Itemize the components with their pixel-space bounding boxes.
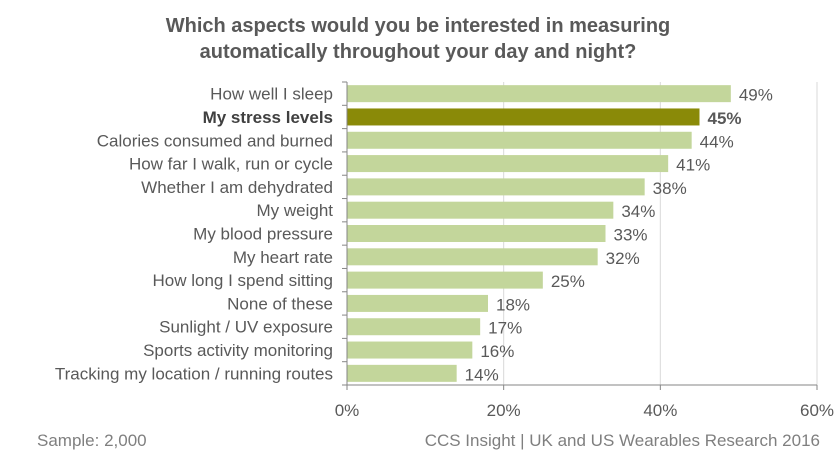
data-label: 34% <box>621 202 655 221</box>
data-label: 44% <box>700 132 734 151</box>
data-label: 17% <box>488 319 522 338</box>
sample-note: Sample: 2,000 <box>37 431 147 450</box>
category-label: Sunlight / UV exposure <box>159 318 333 337</box>
bar <box>347 341 473 359</box>
category-label: How far I walk, run or cycle <box>129 155 333 174</box>
bar <box>347 248 598 266</box>
category-label: Whether I am dehydrated <box>141 178 333 197</box>
category-label: My heart rate <box>233 248 333 267</box>
bar <box>347 178 645 196</box>
category-label: Sports activity monitoring <box>143 341 333 360</box>
bar <box>347 294 488 312</box>
bar <box>347 85 731 103</box>
data-label: 49% <box>739 86 773 105</box>
bar <box>347 131 692 149</box>
x-tick-label: 0% <box>335 401 360 420</box>
data-label: 18% <box>496 295 530 314</box>
category-label: My blood pressure <box>193 225 333 244</box>
bar <box>347 108 700 126</box>
bar <box>347 364 457 382</box>
data-label: 41% <box>676 156 710 175</box>
data-label: 45% <box>708 109 742 128</box>
category-label: None of these <box>227 294 333 313</box>
category-label: How well I sleep <box>210 85 333 104</box>
chart-title-line: automatically throughout your day and ni… <box>200 41 637 63</box>
data-label: 25% <box>551 272 585 291</box>
data-label: 33% <box>614 226 648 245</box>
data-label: 16% <box>480 342 514 361</box>
chart-title-line: Which aspects would you be interested in… <box>166 15 671 37</box>
x-tick-label: 40% <box>643 401 677 420</box>
bar <box>347 225 606 242</box>
bar <box>347 201 614 219</box>
x-tick-label: 60% <box>800 401 834 420</box>
bar <box>347 155 669 173</box>
data-label: 38% <box>653 179 687 198</box>
data-label: 14% <box>465 365 499 384</box>
category-label: How long I spend sitting <box>153 271 334 290</box>
category-label: Tracking my location / running routes <box>55 364 333 383</box>
source-note: CCS Insight | UK and US Wearables Resear… <box>424 431 820 450</box>
category-label: Calories consumed and burned <box>97 131 333 150</box>
category-label: My stress levels <box>203 108 333 127</box>
bar <box>347 318 481 336</box>
bar <box>347 271 543 289</box>
x-tick-label: 20% <box>487 401 521 420</box>
data-label: 32% <box>606 249 640 268</box>
category-label: My weight <box>256 201 333 220</box>
